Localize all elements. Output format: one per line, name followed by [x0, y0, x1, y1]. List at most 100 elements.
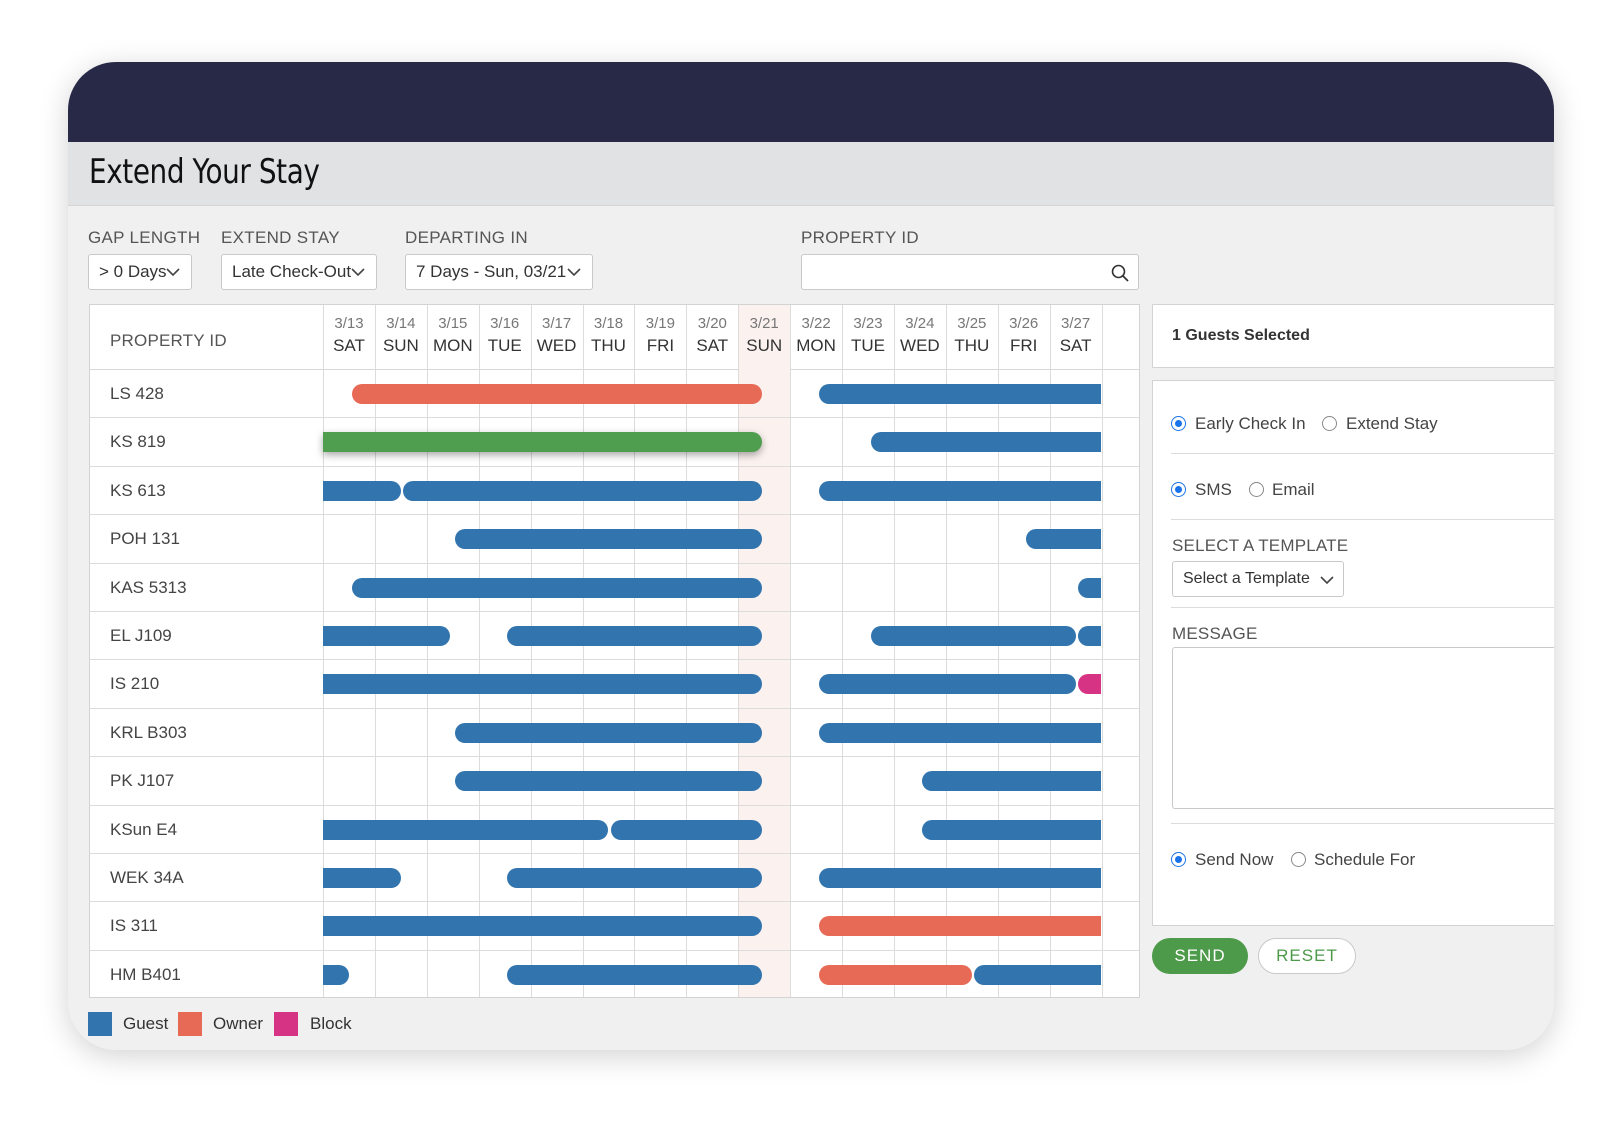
- guest-booking-bar[interactable]: [323, 480, 401, 501]
- extend-stay-radio[interactable]: [1322, 416, 1337, 431]
- guest-booking-bar[interactable]: [323, 626, 451, 646]
- day-header: 3/25 THU: [945, 305, 999, 356]
- owner-booking-bar[interactable]: [818, 916, 1102, 937]
- property-id: POH 131: [110, 529, 180, 549]
- property-row[interactable]: LS 428: [90, 370, 1139, 419]
- email-radio[interactable]: [1249, 482, 1264, 497]
- app-window: Extend Your Stay GAP LENGTH > 0 Days EXT…: [68, 62, 1554, 1050]
- property-row[interactable]: PK J107: [90, 757, 1139, 806]
- property-row[interactable]: EL J109: [90, 612, 1139, 661]
- departing-in-select[interactable]: 7 Days - Sun, 03/21: [405, 254, 593, 290]
- guest-booking-bar[interactable]: [818, 384, 1102, 404]
- guest-booking-bar[interactable]: [323, 964, 349, 985]
- owner-booking-bar[interactable]: [818, 964, 972, 985]
- template-label: SELECT A TEMPLATE: [1172, 536, 1349, 555]
- property-row[interactable]: KAS 5313: [90, 564, 1139, 612]
- chevron-down-icon: [351, 268, 365, 277]
- guest-booking-bar[interactable]: [323, 916, 762, 937]
- chevron-down-icon: [567, 268, 581, 277]
- guest-booking-bar[interactable]: [455, 722, 762, 743]
- day-header: 3/14 SUN: [374, 305, 428, 356]
- early-check-in-radio[interactable]: [1171, 416, 1186, 431]
- guests-selected-header: 1 Guests Selected: [1152, 304, 1554, 368]
- sms-label[interactable]: SMS: [1195, 480, 1232, 499]
- guest-booking-bar[interactable]: [351, 577, 762, 598]
- guest-booking-bar[interactable]: [922, 771, 1102, 792]
- guest-booking-bar[interactable]: [870, 432, 1102, 453]
- property-row[interactable]: KS 613: [90, 467, 1139, 516]
- legend-swatch: [178, 1012, 202, 1036]
- guest-booking-bar[interactable]: [922, 819, 1102, 840]
- property-id: LS 428: [110, 384, 164, 403]
- extend-stay-select[interactable]: Late Check-Out: [221, 254, 377, 290]
- guest-booking-bar[interactable]: [870, 626, 1076, 646]
- guest-booking-bar[interactable]: [1078, 626, 1102, 646]
- guest-booking-bar[interactable]: [818, 868, 1102, 888]
- guest-booking-bar[interactable]: [507, 964, 762, 985]
- send-now-radio[interactable]: [1171, 852, 1186, 867]
- guest-booking-bar[interactable]: [507, 868, 762, 888]
- day-date: 3/23: [853, 315, 883, 332]
- guest-booking-bar[interactable]: [507, 626, 762, 646]
- day-date: 3/21: [749, 315, 779, 332]
- day-weekday: SAT: [333, 336, 365, 355]
- property-row[interactable]: HM B401: [90, 951, 1139, 997]
- extend-stay-option-label[interactable]: Extend Stay: [1346, 414, 1438, 433]
- guest-booking-bar[interactable]: [455, 771, 762, 792]
- guest-booking-bar[interactable]: [818, 480, 1102, 501]
- selected-booking-bar[interactable]: [323, 432, 762, 453]
- guest-booking-bar[interactable]: [974, 964, 1102, 985]
- day-header: 3/20 SAT: [685, 305, 739, 356]
- guest-booking-bar[interactable]: [323, 674, 762, 695]
- legend-label: Owner: [213, 1014, 264, 1033]
- day-header: 3/27 SAT: [1049, 305, 1103, 356]
- day-date: 3/15: [438, 315, 468, 332]
- property-row[interactable]: KS 819: [90, 418, 1139, 467]
- property-row[interactable]: POH 131: [90, 515, 1139, 564]
- page-title: Extend Your Stay: [89, 152, 320, 192]
- day-header: 3/18 THU: [582, 305, 636, 356]
- guest-booking-bar[interactable]: [818, 722, 1102, 743]
- send-now-label[interactable]: Send Now: [1195, 850, 1274, 869]
- property-id: EL J109: [110, 626, 172, 645]
- gap-length-select[interactable]: > 0 Days: [88, 254, 192, 290]
- schedule-for-label[interactable]: Schedule For: [1314, 850, 1416, 869]
- column-divider: [842, 305, 843, 997]
- reset-button[interactable]: RESET: [1258, 938, 1356, 974]
- guest-booking-bar[interactable]: [455, 529, 762, 550]
- message-textarea[interactable]: [1172, 647, 1554, 809]
- day-weekday: SUN: [382, 336, 419, 355]
- legend-swatch: [274, 1012, 298, 1036]
- block-booking-bar[interactable]: [1078, 674, 1102, 695]
- send-button[interactable]: SEND: [1152, 938, 1248, 974]
- property-row[interactable]: KRL B303: [90, 709, 1139, 758]
- owner-booking-bar[interactable]: [351, 384, 762, 404]
- guest-booking-bar[interactable]: [1026, 529, 1102, 550]
- divider: [1171, 519, 1554, 520]
- template-select[interactable]: Select a Template: [1172, 561, 1344, 597]
- search-icon[interactable]: [1110, 263, 1130, 283]
- guest-booking-bar[interactable]: [611, 819, 762, 840]
- guest-booking-bar[interactable]: [403, 480, 762, 501]
- legend-label: Block: [310, 1014, 352, 1033]
- guest-booking-bar[interactable]: [323, 868, 401, 888]
- column-divider: [583, 305, 584, 997]
- legend-label: Guest: [123, 1014, 169, 1033]
- property-row[interactable]: WEK 34A: [90, 854, 1139, 903]
- column-divider: [531, 305, 532, 997]
- property-id-search-input[interactable]: [801, 254, 1139, 290]
- email-label[interactable]: Email: [1272, 480, 1315, 499]
- property-row[interactable]: IS 210: [90, 660, 1139, 709]
- column-divider: [375, 305, 376, 997]
- sms-radio[interactable]: [1171, 482, 1186, 497]
- guest-booking-bar[interactable]: [818, 674, 1076, 695]
- guest-booking-bar[interactable]: [323, 819, 609, 840]
- extend-stay-label: EXTEND STAY: [221, 228, 340, 247]
- early-check-in-label[interactable]: Early Check In: [1195, 414, 1306, 433]
- message-panel: Early Check In Extend Stay SMS Email SEL…: [1152, 380, 1554, 926]
- property-row[interactable]: IS 311: [90, 902, 1139, 951]
- schedule-for-radio[interactable]: [1291, 852, 1306, 867]
- guest-booking-bar[interactable]: [1078, 577, 1102, 598]
- legend-swatch: [88, 1012, 112, 1036]
- property-row[interactable]: KSun E4: [90, 806, 1139, 854]
